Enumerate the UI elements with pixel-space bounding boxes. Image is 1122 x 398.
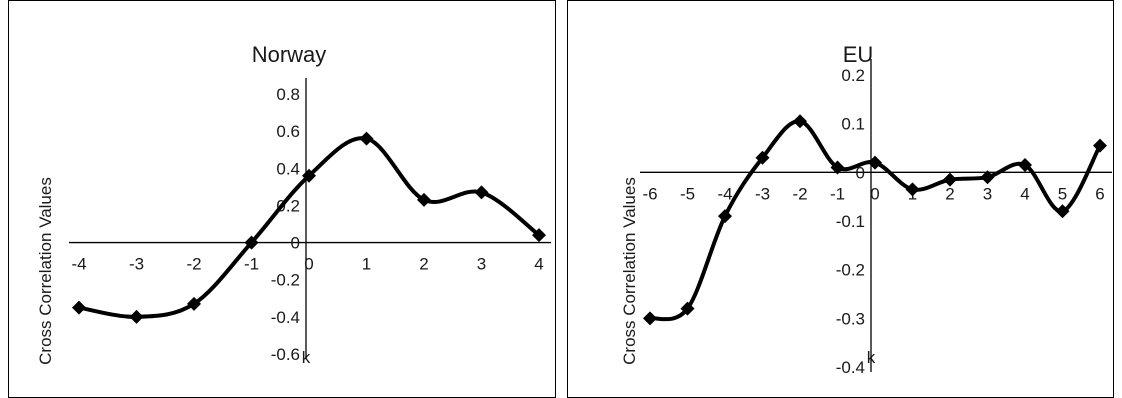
data-point-marker xyxy=(793,114,807,129)
x-tick-label: -1 xyxy=(244,255,259,274)
series-line xyxy=(648,119,1102,322)
x-tick-label: -5 xyxy=(680,184,695,203)
data-point-marker xyxy=(643,311,657,326)
y-tick-label: 0 xyxy=(291,234,300,253)
data-point-marker xyxy=(244,235,259,250)
x-tick-label: 3 xyxy=(477,255,486,274)
data-point-marker xyxy=(187,296,201,311)
data-point-marker xyxy=(980,170,995,185)
x-tick-label: -4 xyxy=(71,255,86,274)
data-point-marker xyxy=(417,192,431,207)
x-tick-label: 6 xyxy=(1095,184,1104,203)
data-point-marker xyxy=(1093,138,1107,153)
eu-chart: EU Cross Correlation Values k 0.20.10-0.… xyxy=(620,42,1112,377)
y-tick-label: 0 xyxy=(856,163,865,182)
data-point-marker xyxy=(680,301,695,316)
y-tick-label: 0.4 xyxy=(276,159,300,178)
y-axis-title: Cross Correlation Values xyxy=(620,177,639,365)
chart-title: EU xyxy=(843,42,874,67)
chart-title: Norway xyxy=(252,42,327,67)
data-point-marker xyxy=(905,182,920,197)
x-tick-label: 1 xyxy=(362,255,371,274)
data-point-marker xyxy=(830,160,845,175)
x-tick-label: -3 xyxy=(755,184,770,203)
data-point-marker xyxy=(943,172,957,187)
data-point-marker xyxy=(755,150,770,165)
x-tick-label: 5 xyxy=(1058,184,1067,203)
x-tick-label: -4 xyxy=(717,184,732,203)
x-tick-label: -3 xyxy=(129,255,144,274)
data-point-marker xyxy=(302,168,316,183)
y-tick-label: -0.4 xyxy=(271,308,300,327)
x-tick-label: -6 xyxy=(642,184,657,203)
y-axis-title: Cross Correlation Values xyxy=(36,177,55,365)
data-point-marker xyxy=(532,228,546,243)
data-point-marker xyxy=(474,185,489,200)
y-tick-label: -0.3 xyxy=(836,309,865,328)
data-point-marker xyxy=(868,155,882,170)
data-point-marker xyxy=(359,131,374,146)
x-tick-label: 0 xyxy=(304,255,313,274)
y-tick-label: 0.2 xyxy=(841,66,865,85)
y-tick-label: -0.2 xyxy=(836,261,865,280)
series-line xyxy=(77,136,541,319)
x-tick-label: 4 xyxy=(534,255,543,274)
data-point-marker xyxy=(72,300,86,315)
y-tick-label: 0.2 xyxy=(276,196,300,215)
x-tick-label: 2 xyxy=(419,255,428,274)
norway-chart: Norway Cross Correlation Values k 0.80.6… xyxy=(36,42,551,367)
y-tick-label: 0.6 xyxy=(276,122,300,141)
data-point-marker xyxy=(1018,158,1032,173)
data-point-marker xyxy=(1055,204,1070,219)
x-tick-label: 2 xyxy=(945,184,954,203)
x-tick-label: 4 xyxy=(1020,184,1029,203)
x-tick-label: -2 xyxy=(186,255,201,274)
data-point-marker xyxy=(129,309,144,324)
norway-chart-panel: Norway Cross Correlation Values k 0.80.6… xyxy=(8,0,556,398)
y-tick-label: 0.1 xyxy=(841,115,865,134)
y-tick-label: -0.4 xyxy=(836,358,865,377)
eu-chart-panel: EU Cross Correlation Values k 0.20.10-0.… xyxy=(567,0,1114,398)
y-tick-label: 0.8 xyxy=(276,85,300,104)
y-tick-label: -0.1 xyxy=(836,212,865,231)
y-tick-label: -0.6 xyxy=(271,345,300,364)
x-tick-label: 0 xyxy=(870,184,879,203)
y-tick-label: -0.2 xyxy=(271,271,300,290)
x-tick-label: -2 xyxy=(792,184,807,203)
x-tick-label: -1 xyxy=(830,184,845,203)
data-point-marker xyxy=(718,209,732,224)
x-tick-label: 3 xyxy=(983,184,992,203)
